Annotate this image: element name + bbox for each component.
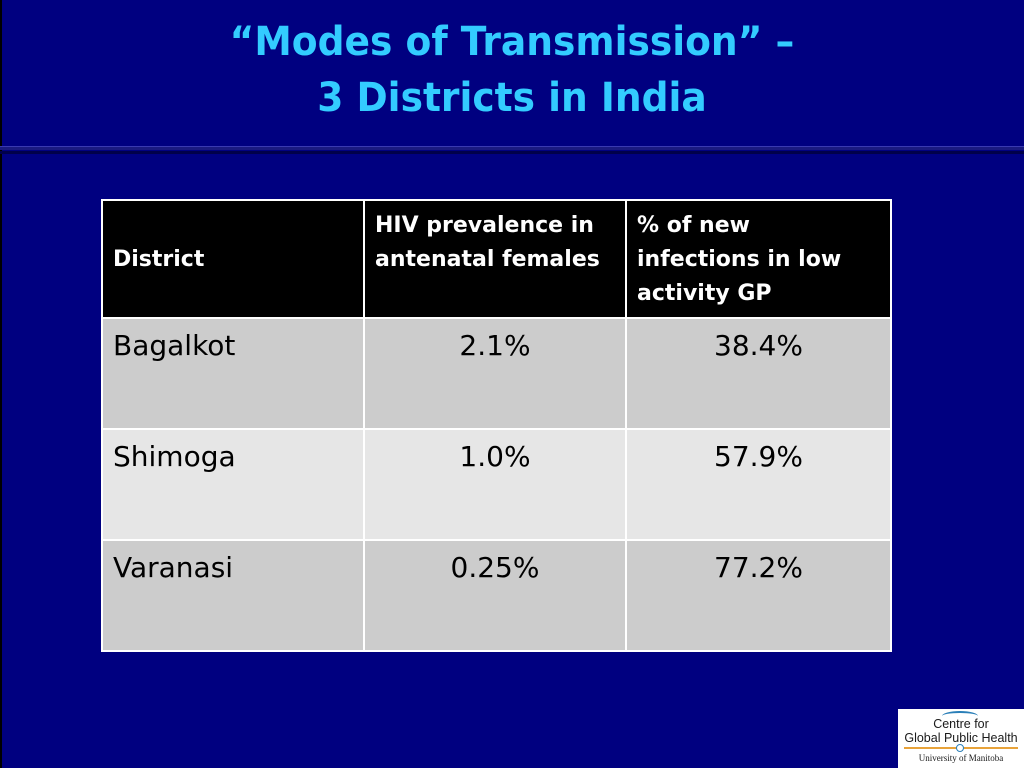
cell-hiv-prevalence: 2.1% bbox=[363, 317, 627, 430]
logo-text-line3: University of Manitoba bbox=[918, 753, 1004, 763]
logo-text-line2: Global Public Health bbox=[904, 731, 1018, 745]
logo-text-line1: Centre for bbox=[933, 717, 989, 731]
title-line-1: “Modes of Transmission” – bbox=[229, 19, 795, 65]
slide-edge bbox=[0, 0, 2, 768]
table-row: Varanasi 0.25% 77.2% bbox=[101, 539, 892, 652]
cell-district: Bagalkot bbox=[101, 317, 365, 430]
logo-arc-icon bbox=[942, 711, 978, 721]
title-divider bbox=[0, 146, 1024, 150]
header-new-infections: % of new infections in low activity GP bbox=[625, 199, 892, 319]
cell-new-infections: 57.9% bbox=[625, 428, 892, 541]
logo-dot-icon bbox=[956, 744, 964, 752]
cell-district: Shimoga bbox=[101, 428, 365, 541]
header-district: District bbox=[101, 199, 365, 319]
table-row: Bagalkot 2.1% 38.4% bbox=[101, 317, 892, 430]
title-line-2: 3 Districts in India bbox=[317, 75, 707, 121]
table-row: Shimoga 1.0% 57.9% bbox=[101, 428, 892, 541]
slide-title: “Modes of Transmission” – 3 Districts in… bbox=[31, 14, 994, 126]
cell-hiv-prevalence: 0.25% bbox=[363, 539, 627, 652]
centre-logo: Centre for Global Public Health Universi… bbox=[898, 709, 1024, 768]
table-header-row: District HIV prevalence in antenatal fem… bbox=[101, 199, 892, 319]
cell-district: Varanasi bbox=[101, 539, 365, 652]
cell-new-infections: 38.4% bbox=[625, 317, 892, 430]
title-divider-shadow bbox=[0, 151, 1024, 154]
districts-table: District HIV prevalence in antenatal fem… bbox=[101, 199, 892, 652]
header-hiv-prevalence: HIV prevalence in antenatal females bbox=[363, 199, 627, 319]
cell-hiv-prevalence: 1.0% bbox=[363, 428, 627, 541]
cell-new-infections: 77.2% bbox=[625, 539, 892, 652]
